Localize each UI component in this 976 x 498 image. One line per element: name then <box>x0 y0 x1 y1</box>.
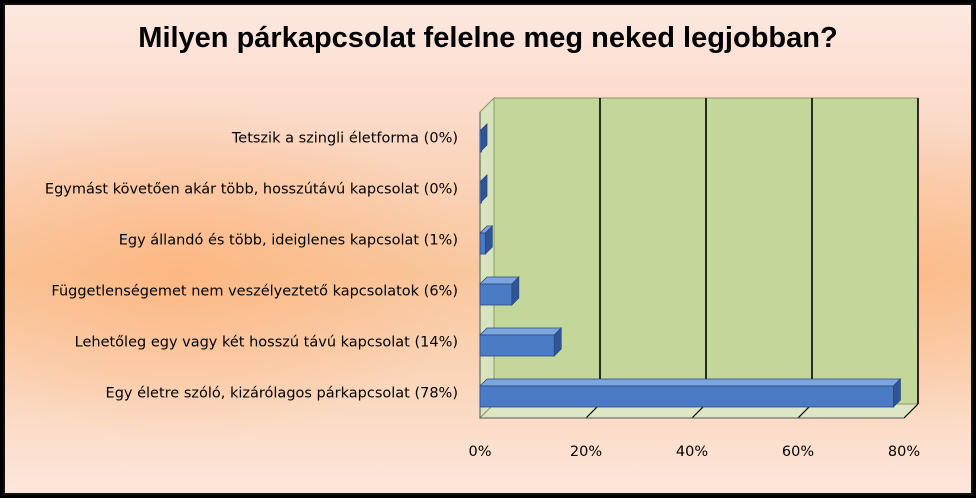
bar <box>479 327 563 357</box>
bar <box>479 123 488 153</box>
bar-face <box>479 378 902 387</box>
category-label: Tetszik a szingli életforma (0%) <box>231 131 458 147</box>
category-label: Függetlenségemet nem veszélyeztető kapcs… <box>51 284 458 300</box>
x-tick-label: 0% <box>468 444 491 460</box>
category-label: Egy állandó és több, ideiglenes kapcsola… <box>119 233 458 249</box>
bar <box>479 378 902 408</box>
bar-face <box>479 283 513 306</box>
bar-face <box>479 181 482 204</box>
category-label: Lehetőleg egy vagy két hosszú távú kapcs… <box>75 335 458 351</box>
category-label: Egymást követően akár több, hosszútávú k… <box>45 182 458 198</box>
x-tick-label: 40% <box>676 444 708 460</box>
bar-face <box>479 385 894 408</box>
bar-face <box>479 130 482 153</box>
bar-face <box>479 334 555 357</box>
x-tick-label: 60% <box>782 444 814 460</box>
bar <box>479 225 494 255</box>
x-tick-label: 80% <box>888 444 920 460</box>
bar <box>479 174 488 204</box>
bar-face <box>479 327 563 336</box>
chart-title: Milyen párkapcsolat felelne meg neked le… <box>138 22 838 54</box>
bar <box>479 276 520 306</box>
category-label: Egy életre szóló, kizárólagos párkapcsol… <box>106 386 458 402</box>
bar-face <box>479 232 486 255</box>
x-tick-label: 20% <box>570 444 602 460</box>
gridline-floor <box>903 403 919 419</box>
